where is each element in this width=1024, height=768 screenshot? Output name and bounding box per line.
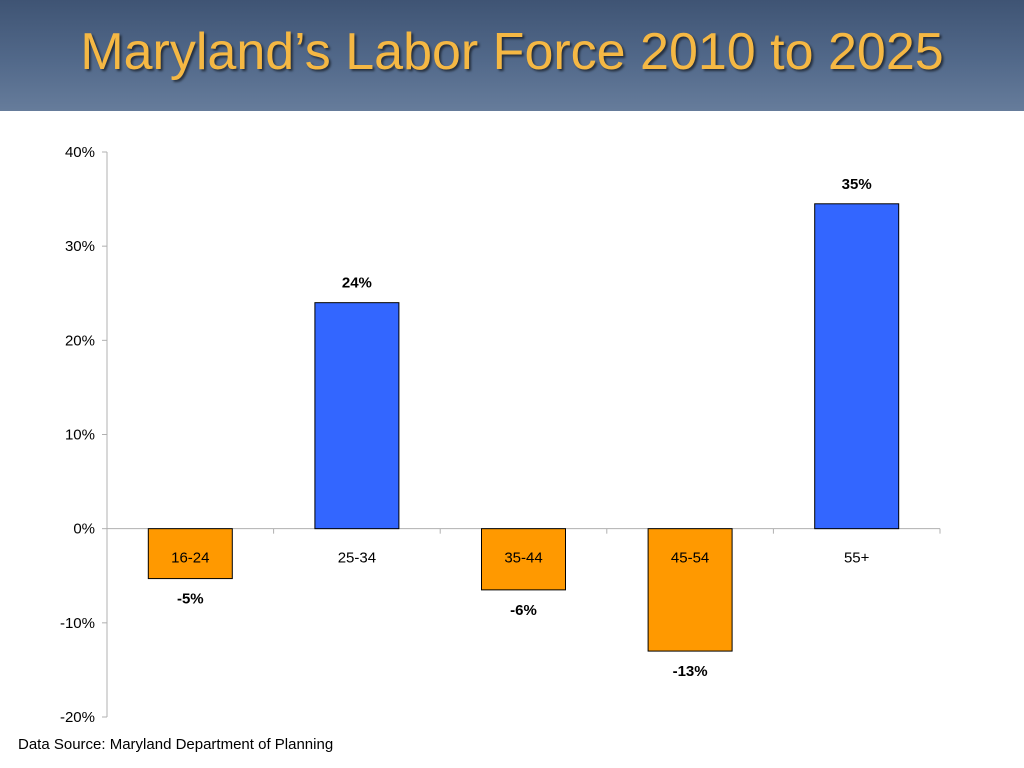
category-label: 55+ bbox=[844, 550, 870, 567]
y-tick-label: 10% bbox=[65, 427, 95, 444]
data-source-note: Data Source: Maryland Department of Plan… bbox=[18, 736, 334, 753]
y-tick-label: 40% bbox=[65, 144, 95, 161]
bar-55+ bbox=[814, 203, 900, 530]
y-tick-label: 30% bbox=[65, 238, 95, 255]
bar-25-34 bbox=[314, 302, 400, 530]
data-label: -5% bbox=[177, 591, 204, 608]
bar-35-44 bbox=[481, 528, 566, 591]
data-label: -6% bbox=[510, 602, 537, 619]
data-label: 35% bbox=[842, 176, 872, 193]
bar-16-24 bbox=[147, 528, 233, 580]
data-label: 24% bbox=[342, 275, 372, 292]
bar-45-54 bbox=[647, 528, 733, 652]
y-tick-label: 0% bbox=[73, 521, 95, 538]
category-label: 25-34 bbox=[338, 550, 376, 567]
y-tick-label: 20% bbox=[65, 332, 95, 349]
category-label: 45-54 bbox=[671, 550, 709, 567]
y-tick-label: -20% bbox=[60, 709, 95, 726]
bar-chart: 40% 30% 20% 10% 0% -10% -20% 16-24 -5% 25-34 24% 35… bbox=[60, 144, 941, 726]
category-label: 35-44 bbox=[504, 550, 542, 567]
slide-title: Maryland’s Labor Force 2010 to 2025 bbox=[80, 23, 944, 81]
category-label: 16-24 bbox=[171, 550, 209, 567]
y-tick-label: -10% bbox=[60, 615, 95, 632]
data-label: -13% bbox=[673, 663, 708, 680]
title-bar: Maryland’s Labor Force 2010 to 2025 bbox=[0, 0, 1024, 111]
